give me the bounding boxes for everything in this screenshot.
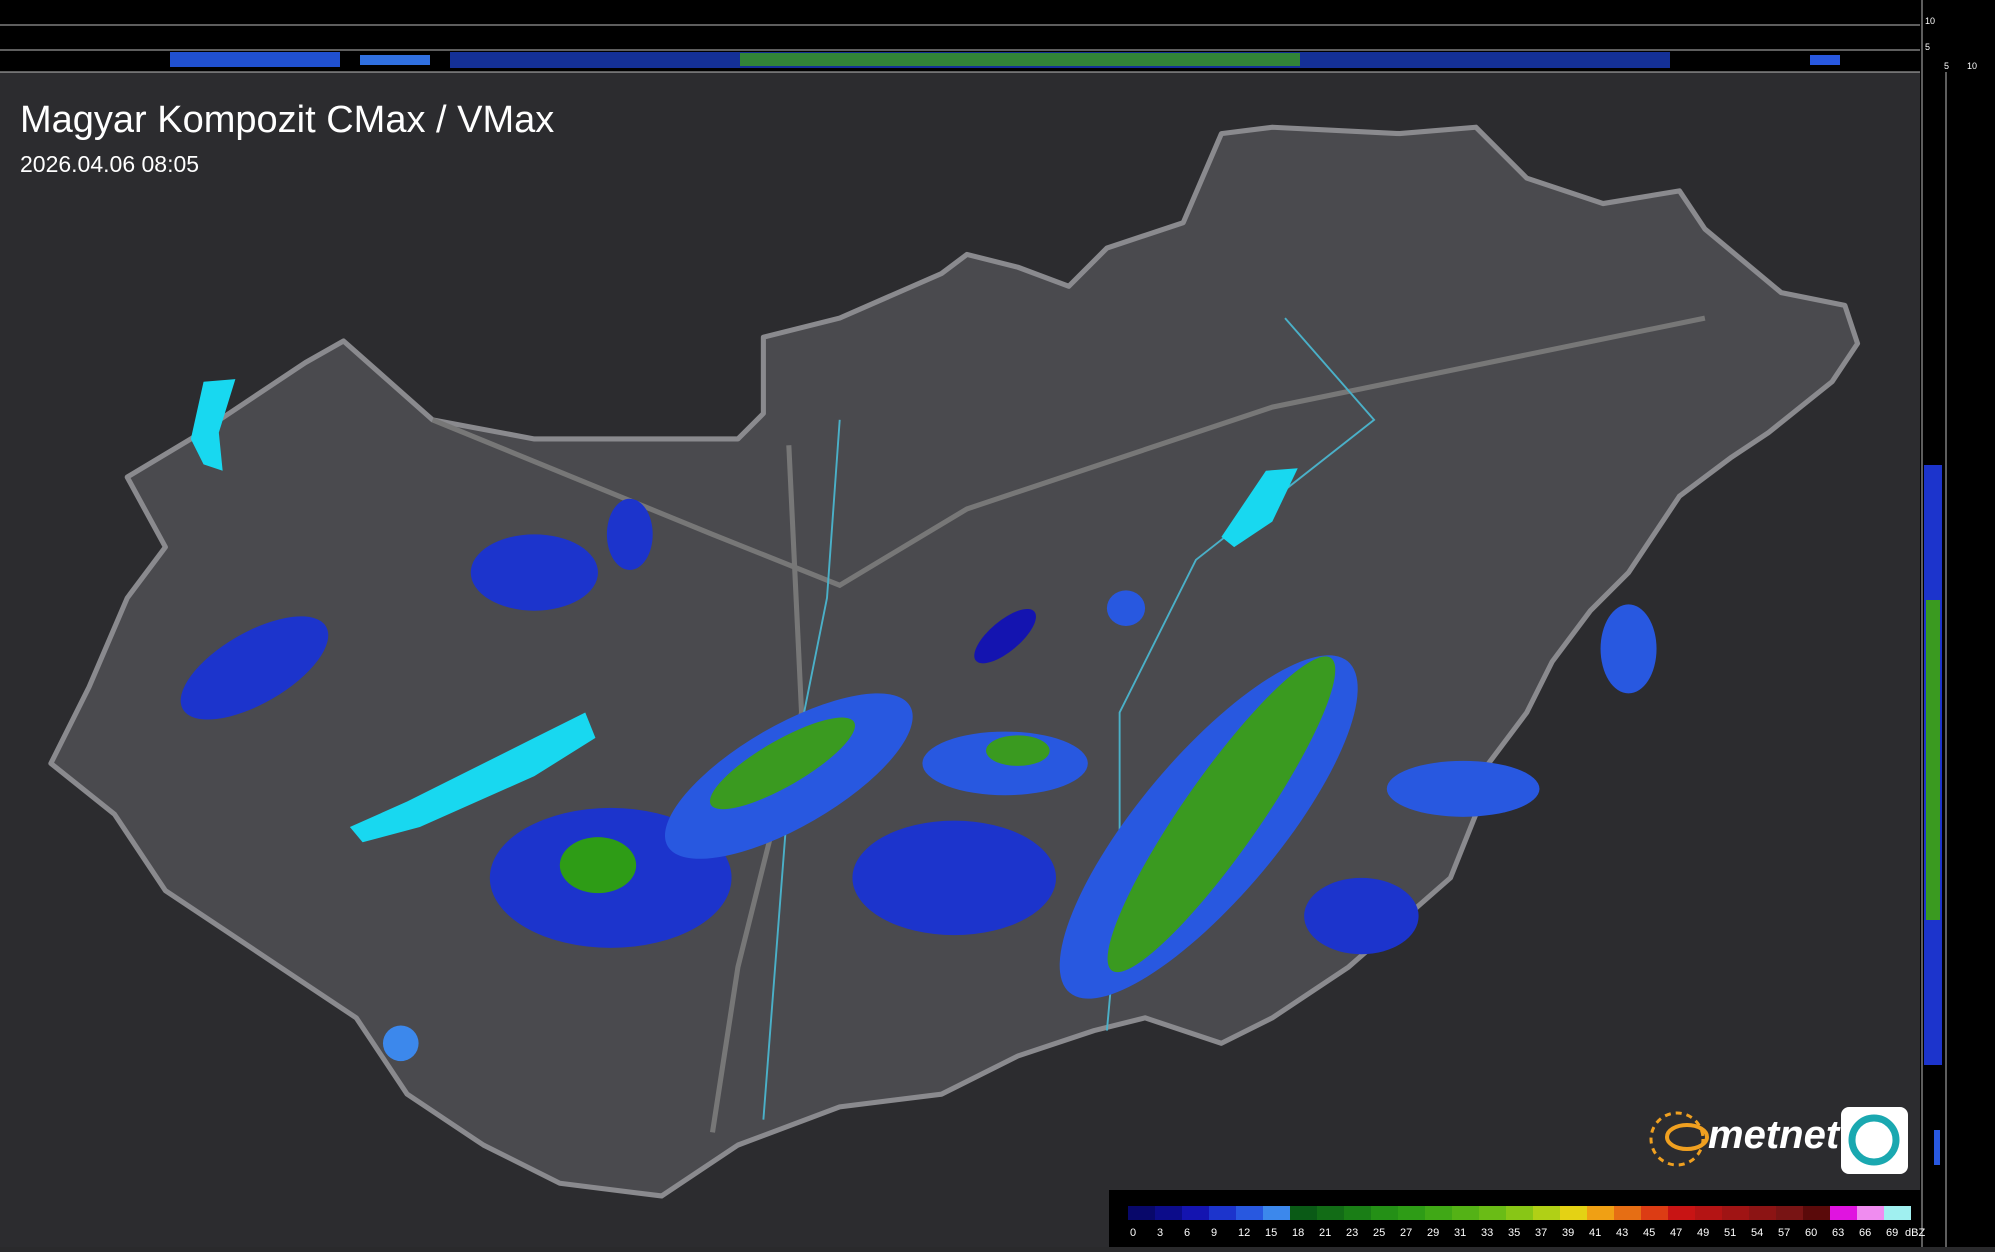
legend-swatch: [1182, 1206, 1209, 1220]
legend-tick: 27: [1400, 1227, 1412, 1239]
legend-swatch: [1722, 1206, 1749, 1220]
legend-swatch: [1668, 1206, 1695, 1220]
legend-swatch: [1479, 1206, 1506, 1220]
legend-swatch: [1830, 1206, 1857, 1220]
legend-tick: 6: [1184, 1227, 1190, 1239]
side-echo: [1934, 1130, 1940, 1165]
legend-tick: 12: [1238, 1227, 1250, 1239]
legend-swatch: [1776, 1206, 1803, 1220]
legend-tick: 15: [1265, 1227, 1277, 1239]
legend-tick: 57: [1778, 1227, 1790, 1239]
legend-tick: 63: [1832, 1227, 1844, 1239]
precipitation: [180, 498, 1657, 1062]
legend-swatch: [1695, 1206, 1722, 1220]
strip-echo: [170, 52, 340, 67]
legend-tick: 0: [1130, 1227, 1136, 1239]
map-layer: [48, 124, 1861, 1199]
legend-tick: 25: [1373, 1227, 1385, 1239]
legend-swatch: [1425, 1206, 1452, 1220]
legend-tick: 23: [1346, 1227, 1358, 1239]
legend-swatch: [1533, 1206, 1560, 1220]
lake: [349, 712, 596, 843]
legend-tick: 37: [1535, 1227, 1547, 1239]
legend-tick: 41: [1589, 1227, 1601, 1239]
side-echo: [1926, 600, 1940, 920]
legend-tick: 35: [1508, 1227, 1520, 1239]
legend-swatch: [1371, 1206, 1398, 1220]
legend-tick: 45: [1643, 1227, 1655, 1239]
strip-echo: [740, 53, 1300, 66]
legend-tick: 31: [1454, 1227, 1466, 1239]
logo-text: metnet: [1708, 1113, 1841, 1157]
legend-swatch: [1506, 1206, 1533, 1220]
lake: [1221, 468, 1298, 548]
legend-swatch: [1317, 1206, 1344, 1220]
legend: 0 3 6 9 12 15 18 21 23 25 27 29 31 33 35 37 39 41 43 45 47 49…: [1128, 1206, 1925, 1239]
legend-tick: 33: [1481, 1227, 1493, 1239]
legend-swatch: [1641, 1206, 1668, 1220]
side-tick: 10: [1967, 61, 1977, 71]
river: [762, 419, 841, 1120]
legend-tick: 69: [1886, 1227, 1898, 1239]
legend-tick: 51: [1724, 1227, 1736, 1239]
side-tick: 10: [1925, 16, 1935, 26]
legend-swatch: [1857, 1206, 1884, 1220]
legend-swatch: [1263, 1206, 1290, 1220]
legend-tick: 43: [1616, 1227, 1628, 1239]
legend-swatch: [1209, 1206, 1236, 1220]
legend-tick: 21: [1319, 1227, 1331, 1239]
strip-echo: [360, 55, 430, 65]
legend-tick: 47: [1670, 1227, 1682, 1239]
strip-echo: [1810, 55, 1840, 65]
legend-swatch: [1128, 1206, 1155, 1220]
legend-swatch: [1344, 1206, 1371, 1220]
legend-swatch: [1560, 1206, 1587, 1220]
legend-swatch: [1587, 1206, 1614, 1220]
side-tick: 5: [1944, 61, 1949, 71]
county-border: [431, 315, 1706, 589]
legend-unit: dBZ: [1905, 1227, 1925, 1239]
legend-swatch: [1155, 1206, 1182, 1220]
legend-swatch: [1290, 1206, 1317, 1220]
side-tick: 5: [1925, 42, 1930, 52]
country: [48, 124, 1861, 1199]
title: Magyar Kompozit CMax / VMax: [20, 99, 554, 141]
logo: metnet: [1649, 1107, 1908, 1174]
legend-swatch: [1398, 1206, 1425, 1220]
legend-swatch: [1749, 1206, 1776, 1220]
legend-tick: 18: [1292, 1227, 1304, 1239]
legend-swatch: [1452, 1206, 1479, 1220]
legend-tick: 9: [1211, 1227, 1217, 1239]
lake: [190, 379, 236, 471]
timestamp: 2026.04.06 08:05: [20, 151, 199, 177]
legend-tick: 49: [1697, 1227, 1709, 1239]
legend-tick: 29: [1427, 1227, 1439, 1239]
legend-swatch: [1236, 1206, 1263, 1220]
legend-swatch: [1614, 1206, 1641, 1220]
legend-swatch: [1803, 1206, 1830, 1220]
legend-tick: 66: [1859, 1227, 1871, 1239]
legend-tick: 3: [1157, 1227, 1163, 1239]
legend-tick: 60: [1805, 1227, 1817, 1239]
legend-swatch: [1884, 1206, 1911, 1220]
legend-tick: 39: [1562, 1227, 1574, 1239]
legend-tick: 54: [1751, 1227, 1763, 1239]
